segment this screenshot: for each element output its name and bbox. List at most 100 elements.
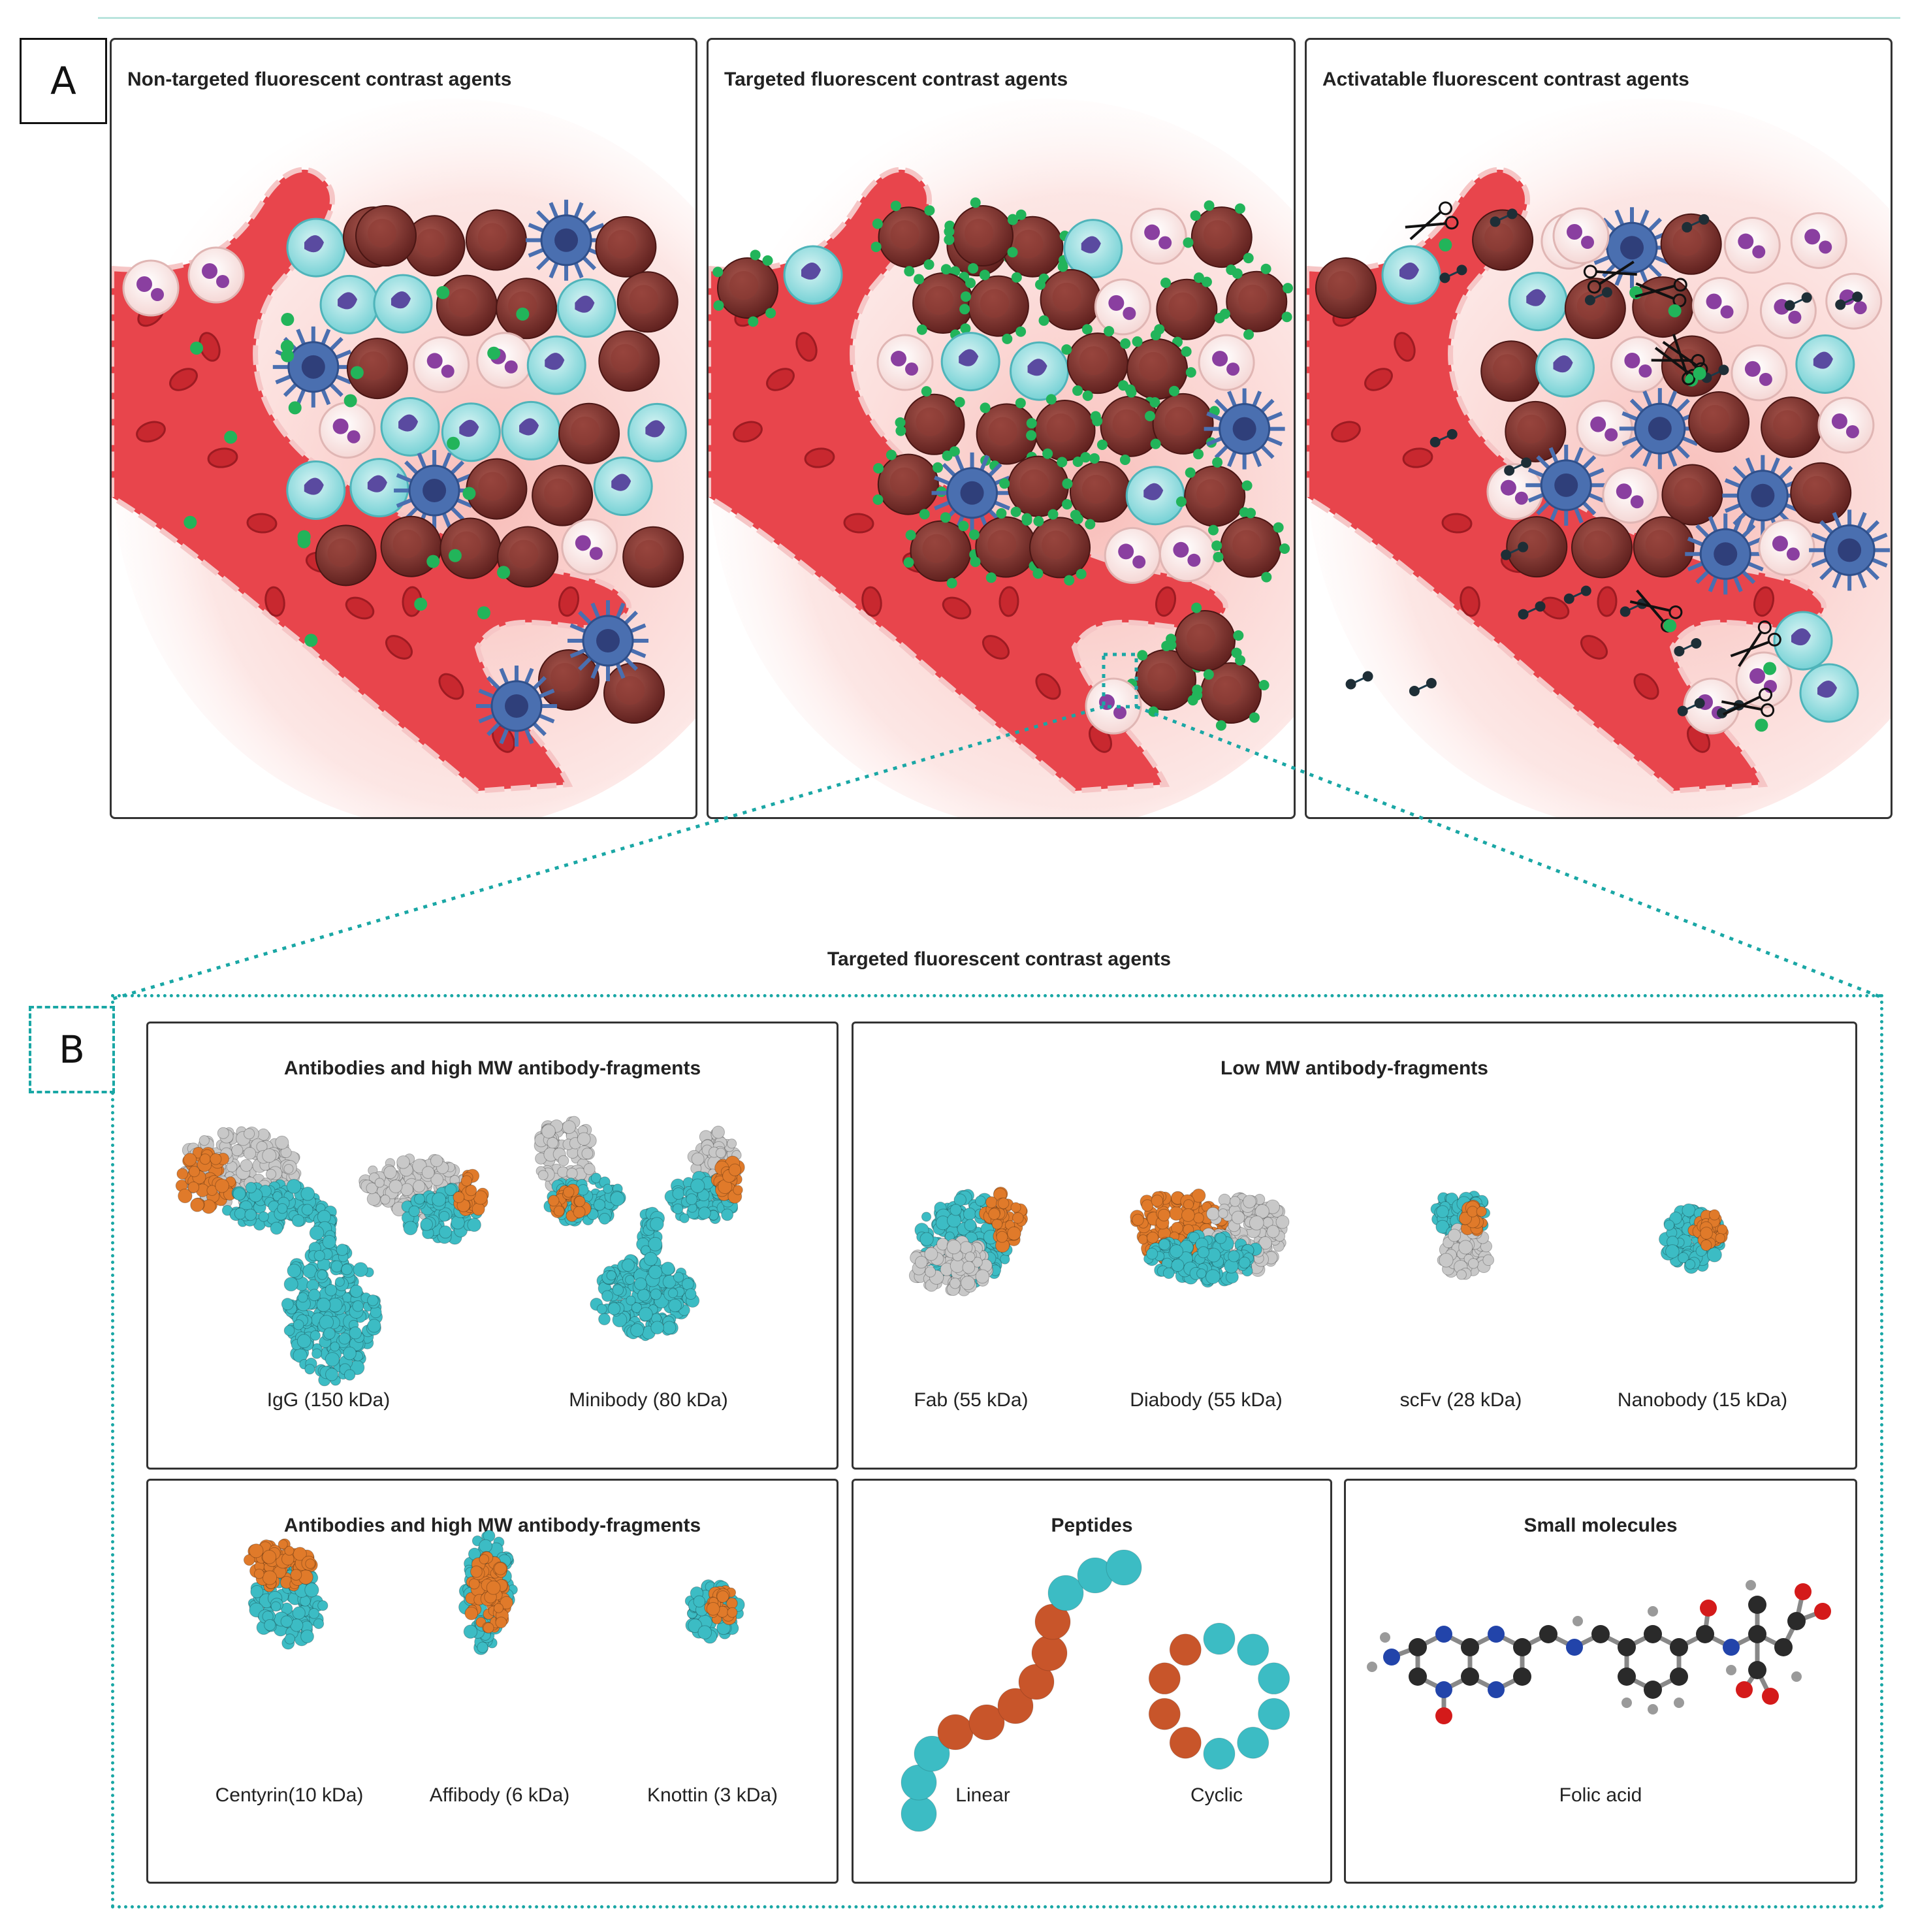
atom-C [1748,1661,1766,1679]
immune-cell-nucleus [1817,681,1837,698]
free-probe [436,285,450,299]
neutrophil-lobe [136,276,152,292]
tumor-cell-nucleus [508,291,537,321]
atom-C [1670,1638,1688,1656]
macrophage-nucleus [554,228,579,252]
targeted-probe [1080,452,1091,463]
quenched-probe [1699,214,1710,225]
immune-cell-nucleus [367,475,387,492]
panel-title-targeted: Targeted fluorescent contrast agents [724,69,1068,90]
protein-structures-group1 [175,1116,745,1387]
panel-non-targeted: Non-targeted fluorescent contrast agents [110,38,697,819]
free-probe [297,535,311,549]
tumor-cell-nucleus [1196,479,1226,508]
targeted-probe [924,205,935,216]
neutrophil-lobe [1853,301,1867,315]
tumor-cell-nucleus [1014,229,1044,259]
atom-O [1762,1688,1779,1705]
tumor-cell-nucleus [1112,409,1142,438]
tumor-cell-nucleus [1232,530,1262,559]
atom-H [1380,1632,1390,1643]
immune-cell-nucleus [1526,289,1546,306]
atom-C [1670,1667,1688,1686]
neutrophil-lobe [1638,364,1652,378]
immune-cell-nucleus [304,477,324,495]
targeted-probe [1208,524,1219,536]
red-blood-cell [843,513,874,534]
targeted-probe [979,270,990,281]
targeted-probe [1201,276,1212,287]
quenched-probe [1601,287,1612,298]
quenched-probe [1620,606,1631,617]
neutrophil-lobe [1738,233,1754,250]
tumor-cell-nucleus [611,344,640,373]
targeted-probe [1181,346,1192,357]
targeted-probe [1015,209,1027,220]
free-probe [487,346,501,360]
cyclic-peptide-residue [1148,1662,1181,1695]
targeted-probe [870,241,882,252]
atom-H [1573,1616,1583,1626]
targeted-probe [1072,513,1083,524]
red-blood-cell [733,421,763,443]
targeted-probe [1148,706,1159,717]
macrophage-nucleus [1554,473,1578,497]
atom-H [1791,1671,1802,1682]
neutrophil-lobe [1630,495,1644,509]
quenched-probe [1429,436,1441,447]
atom-C [1774,1638,1793,1656]
targeted-probe [1204,200,1215,211]
targeted-probe [1279,543,1290,555]
targeted-probe [940,512,951,523]
targeted-probe [914,274,925,285]
quenched-probe [1674,645,1685,656]
neutrophil-lobe [1744,361,1761,377]
red-blood-cell [264,586,285,617]
tumor-cell-nucleus [1147,663,1176,692]
tumor-cell-nucleus [1164,406,1194,436]
targeted-probe [1212,457,1223,468]
targeted-probe [1243,329,1254,340]
activated-probe [1439,238,1452,252]
targeted-probe [1166,634,1177,645]
immune-cell-nucleus [459,419,479,437]
tumor-cell-nucleus [988,417,1017,446]
group-small-molecules: Small molecules Folic acid [1344,1479,1857,1884]
tumor-cell-nucleus [616,676,645,705]
affibody-helices [464,1551,513,1634]
immune-cell-nucleus [398,414,419,432]
targeted-probe [1126,387,1137,398]
neutrophil-lobe [1226,362,1240,376]
tumor-cell-nucleus [1484,223,1514,252]
tumor-cell-nucleus [509,539,539,569]
red-blood-cell [942,596,972,620]
quenched-probe [1694,698,1705,709]
atom-C [1409,1638,1427,1656]
neutrophil-lobe [589,547,603,560]
neutrophil-lobe [905,362,919,376]
targeted-probe [1015,398,1026,409]
quenched-probe [1835,299,1846,310]
red-blood-cell [136,421,166,443]
neutrophil-lobe [1624,352,1640,368]
targeted-probe [1096,440,1108,451]
panel-title-non-targeted: Non-targeted fluorescent contrast agents [127,69,512,90]
neutrophil-lobe [1706,293,1722,310]
red-blood-cell [207,447,238,468]
linear-peptide-residue [901,1795,937,1832]
knottin-loop [704,1585,738,1626]
neutrophil-lobe [891,351,907,367]
atom-H [1367,1662,1377,1672]
immune-cell-nucleus [645,420,665,438]
targeted-probe [905,530,916,541]
targeted-probe [1076,568,1087,579]
targeted-probe [1211,540,1222,551]
targeted-probe [999,478,1010,489]
tumor-cell-nucleus [327,538,357,568]
macrophage-nucleus [1714,542,1738,566]
minibody-variable-right [711,1155,745,1204]
targeted-probe [921,386,932,397]
linear-peptide-residue [1031,1635,1068,1671]
targeted-probe [750,250,761,261]
scissors-icon [1730,620,1781,668]
